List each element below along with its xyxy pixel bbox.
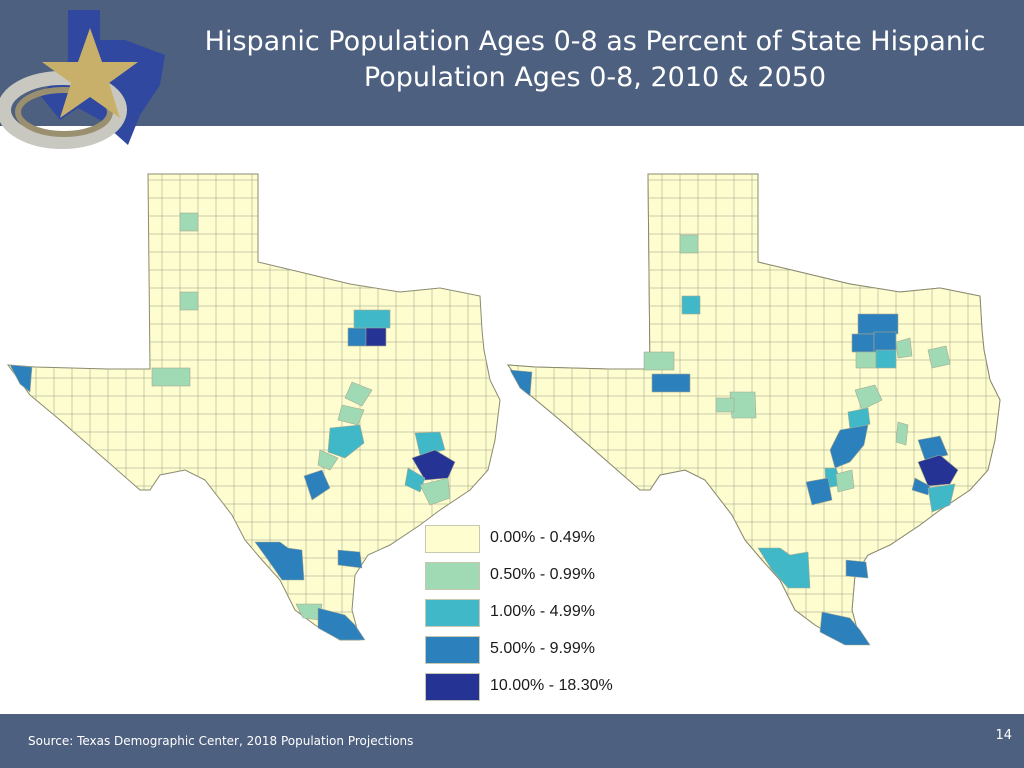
legend-swatch [425, 599, 480, 627]
legend-item: 10.00% - 18.30% [425, 673, 685, 701]
legend-label: 0.00% - 0.49% [490, 529, 595, 546]
county-fills-2010 [9, 212, 456, 641]
legend-item: 1.00% - 4.99% [425, 599, 685, 627]
title-line-2: Population Ages 0-8, 2010 & 2050 [363, 62, 827, 93]
county-fills-2050 [509, 234, 959, 646]
legend-swatch [425, 673, 480, 701]
legend-swatch [425, 525, 480, 553]
texas-map-2010 [7, 173, 501, 641]
legend-swatch [425, 636, 480, 664]
header-bar: Hispanic Population Ages 0-8 as Percent … [0, 0, 1024, 149]
legend-label: 10.00% - 18.30% [490, 677, 613, 694]
legend-item: 0.00% - 0.49% [425, 525, 685, 553]
footer-bar: Source: Texas Demographic Center, 2018 P… [0, 714, 1024, 768]
legend-label: 1.00% - 4.99% [490, 603, 595, 620]
source-note: Source: Texas Demographic Center, 2018 P… [28, 734, 414, 748]
map-legend: 0.00% - 0.49% 0.50% - 0.99% 1.00% - 4.99… [425, 525, 685, 705]
legend-item: 5.00% - 9.99% [425, 636, 685, 664]
title-line-1: Hispanic Population Ages 0-8 as Percent … [204, 26, 986, 57]
slide-title: Hispanic Population Ages 0-8 as Percent … [175, 24, 1015, 96]
legend-label: 0.50% - 0.99% [490, 566, 595, 583]
legend-label: 5.00% - 9.99% [490, 640, 595, 657]
texas-star-logo [0, 10, 165, 149]
legend-swatch [425, 562, 480, 590]
texas-map-2050 [507, 173, 1001, 646]
legend-item: 0.50% - 0.99% [425, 562, 685, 590]
page-number: 14 [995, 728, 1012, 743]
